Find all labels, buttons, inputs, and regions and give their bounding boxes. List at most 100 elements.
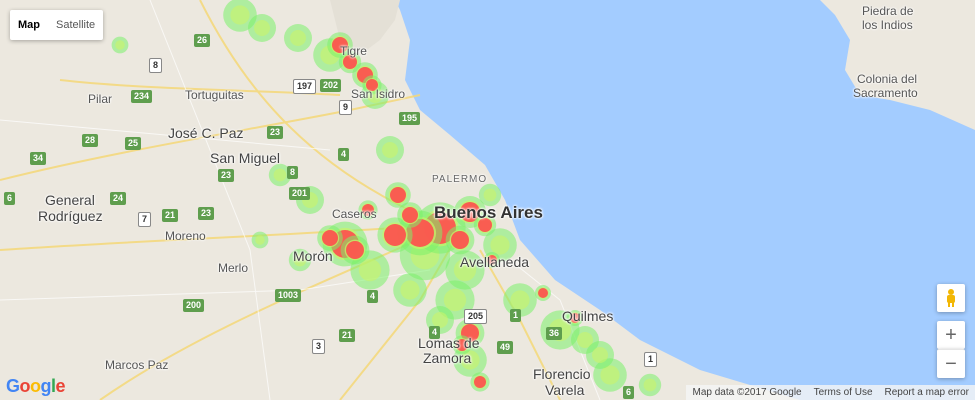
route-shield: 23 xyxy=(218,169,235,182)
heat-high-19 xyxy=(538,288,548,298)
route-shield: 197 xyxy=(293,79,317,94)
place-label: Varela xyxy=(545,382,585,398)
heat-mid-1 xyxy=(254,20,270,36)
map-type-map-button[interactable]: Map xyxy=(18,19,40,31)
route-shield: 205 xyxy=(464,309,488,324)
street-view-pegman-icon[interactable] xyxy=(937,284,965,312)
place-label: Pilar xyxy=(88,92,113,106)
heat-high-6 xyxy=(460,202,480,222)
heat-mid-23 xyxy=(483,188,497,202)
place-label: Avellaneda xyxy=(460,254,530,270)
route-shield: 8 xyxy=(149,58,163,73)
route-shield: 6 xyxy=(4,192,16,205)
zoom-out-button[interactable]: − xyxy=(937,349,965,378)
report-map-error-link[interactable]: Report a map error xyxy=(884,387,969,398)
heat-mid-20 xyxy=(358,258,382,282)
route-shield: 201 xyxy=(289,187,311,200)
heat-high-8 xyxy=(451,231,469,249)
place-label: San Miguel xyxy=(210,150,281,166)
heat-mid-0 xyxy=(230,5,250,25)
route-shield: 49 xyxy=(497,341,514,354)
place-label: Morón xyxy=(293,248,333,264)
route-shield: 9 xyxy=(339,100,353,115)
map-type-control: Map Satellite xyxy=(10,10,104,40)
heat-high-7 xyxy=(478,218,492,232)
route-shield: 4 xyxy=(338,148,350,161)
place-label: Zamora xyxy=(423,350,472,366)
place-label: Tortuguitas xyxy=(185,88,244,102)
heat-mid-21 xyxy=(293,253,307,267)
google-logo: Google xyxy=(6,376,66,396)
place-label: Lomas de xyxy=(418,335,480,351)
route-shield: 7 xyxy=(138,212,152,227)
heat-high-0 xyxy=(332,37,348,53)
uruguay-land xyxy=(820,0,975,130)
heat-mid-12 xyxy=(577,332,593,348)
heat-mid-19 xyxy=(400,280,420,300)
place-label: Buenos Aires xyxy=(434,203,543,222)
place-label: Caseros xyxy=(332,207,377,221)
place-label: Moreno xyxy=(165,229,206,243)
route-shield: 24 xyxy=(110,192,127,205)
heat-mid-13 xyxy=(432,312,448,328)
place-label: Florencio xyxy=(533,366,591,382)
place-label: San Isidro xyxy=(351,87,406,101)
place-label: Sacramento xyxy=(853,86,918,100)
route-shield: 3 xyxy=(312,339,326,354)
route-shield: 200 xyxy=(183,299,205,312)
place-label: Merlo xyxy=(218,261,249,275)
place-label: Colonia del xyxy=(857,72,918,86)
heat-mid-24 xyxy=(255,235,265,245)
heat-high-3 xyxy=(366,79,378,91)
heat-high-11 xyxy=(322,230,338,246)
heat-mid-9 xyxy=(443,288,467,312)
place-label: Tigre xyxy=(340,44,367,58)
river-water xyxy=(395,0,975,400)
place-label: PALERMO xyxy=(432,174,488,185)
heat-high-13 xyxy=(390,187,406,203)
route-shield: 23 xyxy=(267,126,284,139)
heatmap-layer xyxy=(111,0,662,397)
route-shield: 1 xyxy=(510,309,522,322)
map-data-attribution: Map data ©2017 Google xyxy=(692,387,802,398)
route-shield: 34 xyxy=(30,152,47,165)
terms-of-use-link[interactable]: Terms of Use xyxy=(813,387,873,398)
heat-high-15 xyxy=(362,204,374,216)
heat-mid-8 xyxy=(490,235,510,255)
route-shield: 195 xyxy=(399,112,421,125)
place-label: General xyxy=(45,192,95,208)
route-shield: 202 xyxy=(320,79,342,92)
heat-high-17 xyxy=(456,339,468,351)
heat-high-18 xyxy=(474,376,486,388)
heat-mid-17 xyxy=(273,168,287,182)
place-label: Marcos Paz xyxy=(105,358,169,372)
map-footer: Map data ©2017 Google Terms of Use Repor… xyxy=(686,385,975,400)
route-shield: 36 xyxy=(546,327,563,340)
heat-mid-10 xyxy=(510,290,530,310)
heat-mid-2 xyxy=(290,30,306,46)
place-label: los Indios xyxy=(862,18,913,32)
route-shield: 1 xyxy=(644,352,658,367)
map-type-satellite-button[interactable]: Satellite xyxy=(56,19,96,31)
heat-mid-15 xyxy=(600,365,620,385)
place-label: José C. Paz xyxy=(168,125,244,141)
route-shield: 234 xyxy=(131,90,153,103)
heat-mid-5 xyxy=(382,142,398,158)
route-shield: 21 xyxy=(339,329,356,342)
route-shield: 25 xyxy=(125,137,142,150)
place-label: Rodríguez xyxy=(38,208,103,224)
route-shield: 26 xyxy=(194,34,211,47)
heat-high-20 xyxy=(570,313,580,323)
heat-mid-16 xyxy=(643,378,657,392)
heat-mid-14 xyxy=(460,350,480,370)
route-shield: 4 xyxy=(367,290,379,303)
route-shield: 28 xyxy=(82,134,99,147)
heat-high-12 xyxy=(346,241,364,259)
heat-mid-25 xyxy=(115,40,125,50)
heat-mid-22 xyxy=(592,347,608,363)
heat-high-14 xyxy=(402,207,418,223)
route-shield: 6 xyxy=(623,386,635,399)
zoom-in-button[interactable]: + xyxy=(937,321,965,349)
heat-high-9 xyxy=(384,224,406,246)
